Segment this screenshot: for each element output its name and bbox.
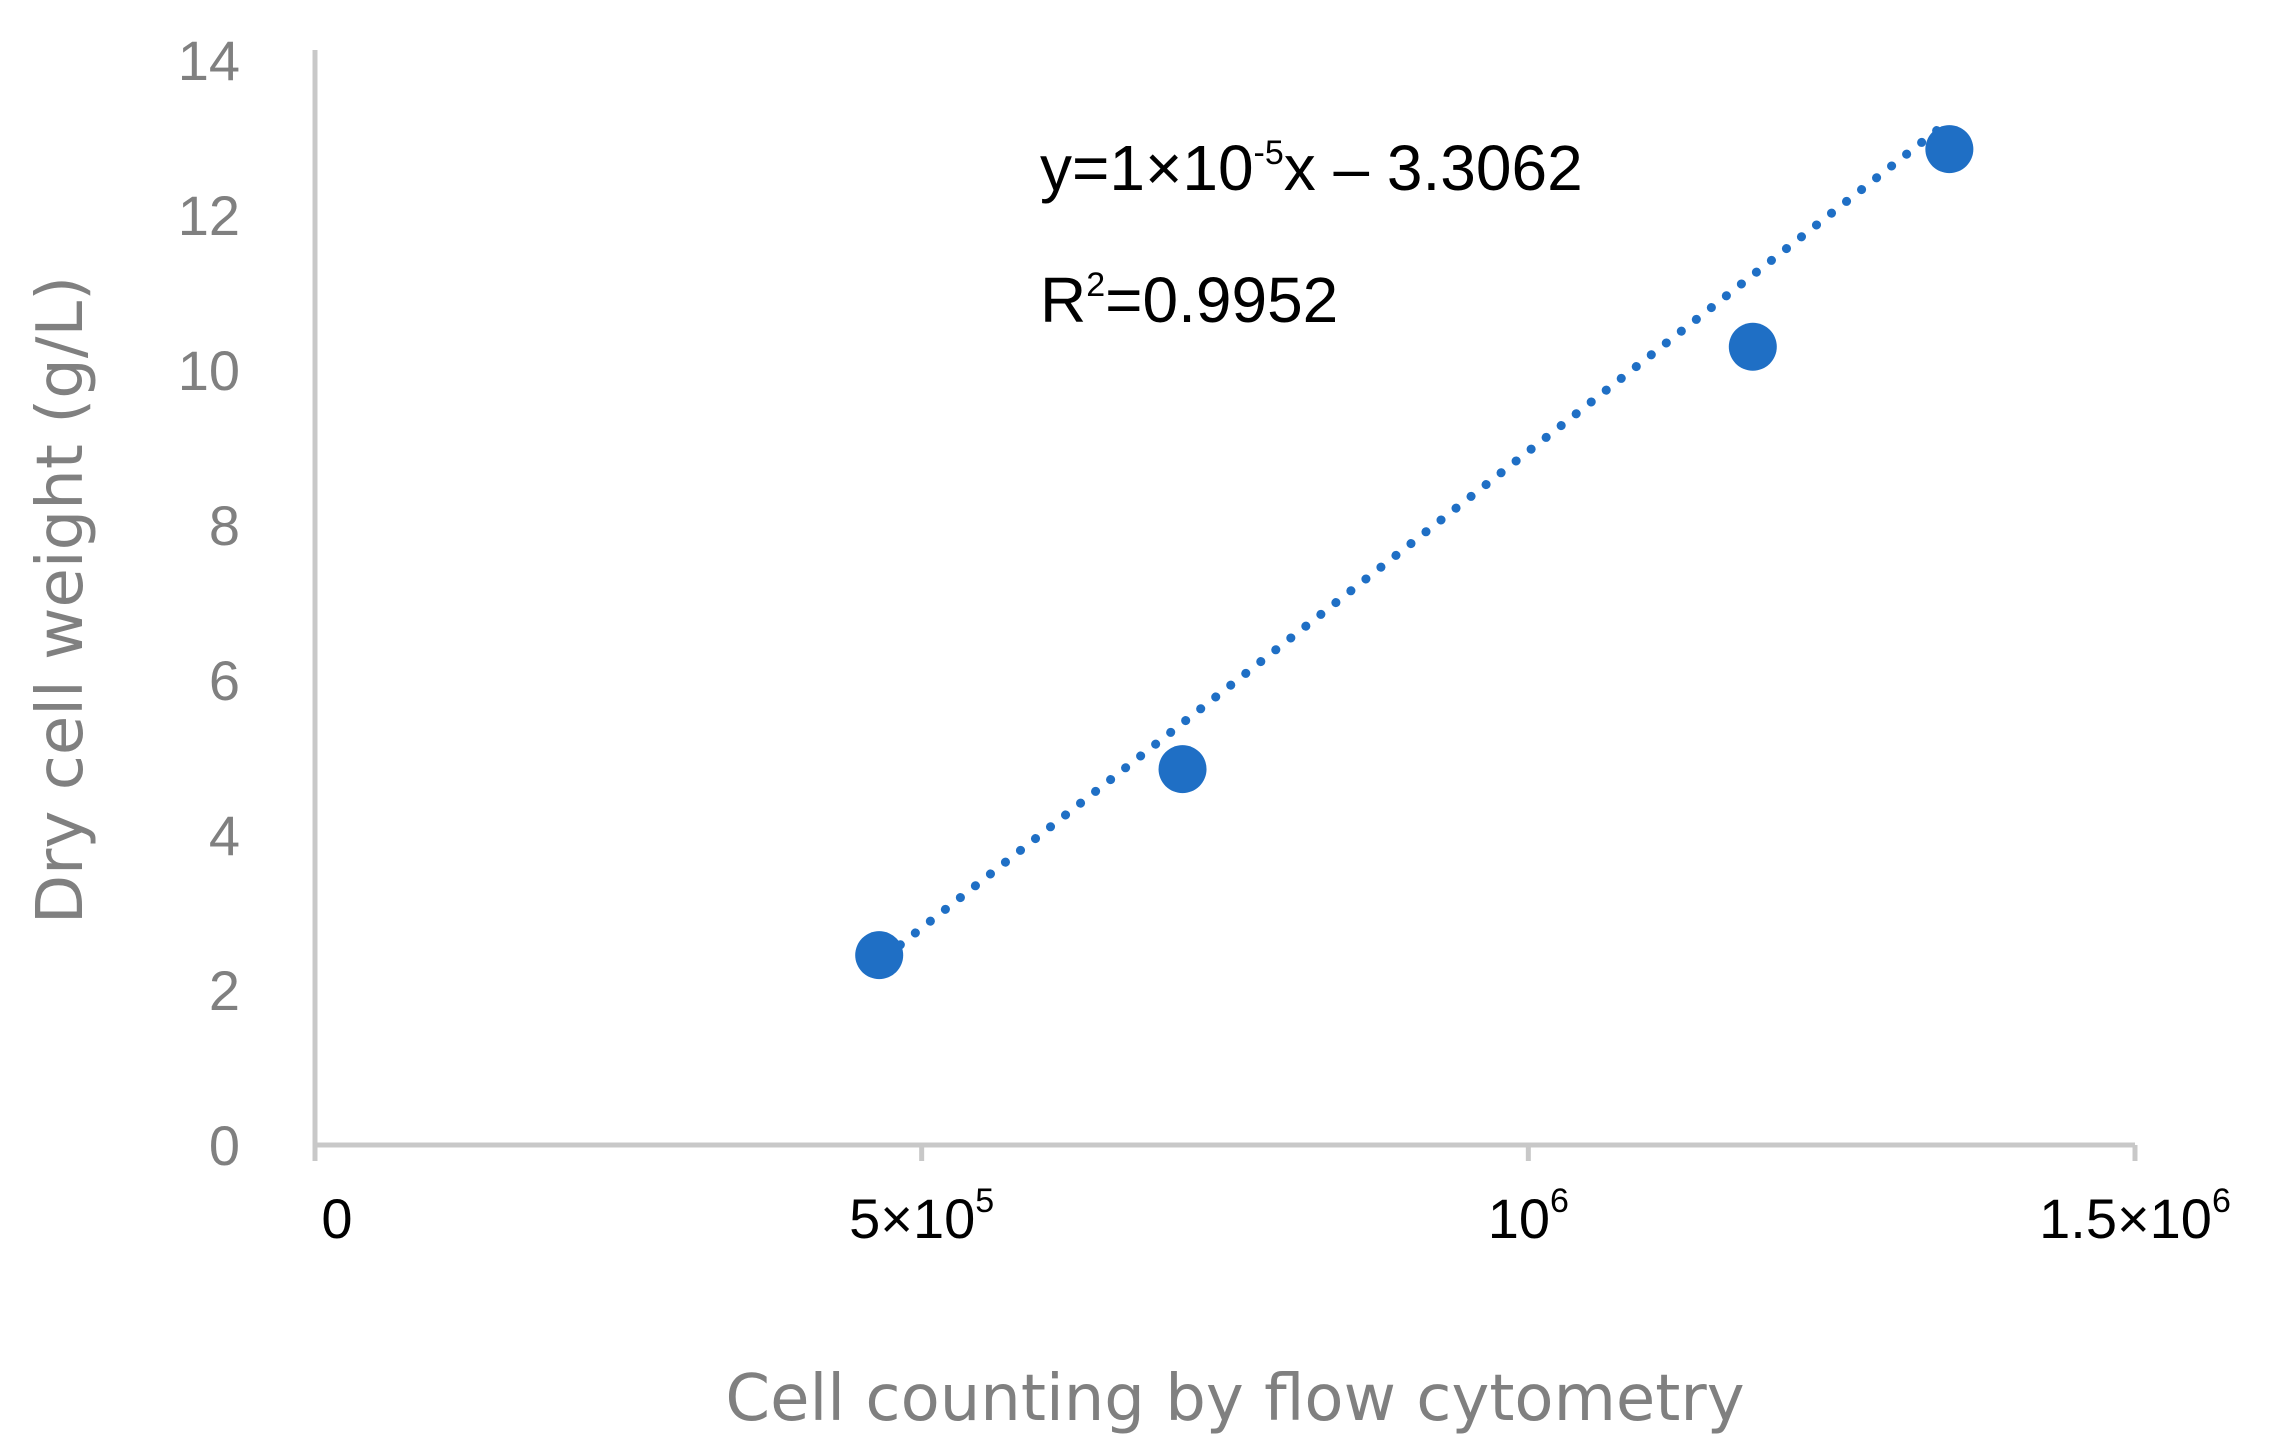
data-point (1158, 745, 1207, 794)
x-tick-label: 106 (1488, 1182, 1569, 1250)
r2-exponent: 2 (1086, 266, 1105, 304)
x-tick-base: 1.5×10 (2039, 1187, 2212, 1250)
r2-prefix: R (1040, 264, 1086, 336)
x-tick-base: 5×10 (849, 1187, 975, 1250)
x-tick-label: 5×105 (849, 1182, 994, 1250)
y-tick-labels: 0 2 4 6 8 10 12 14 (178, 29, 240, 1177)
x-tick-label: 0 (321, 1187, 352, 1250)
x-axis-label: Cell counting by flow cytometry (725, 1362, 1744, 1436)
regression-equation: y=1×10-5x – 3.3062 (1040, 132, 1583, 204)
equation-exponent: -5 (1254, 134, 1284, 172)
x-tick-marks (312, 1145, 2138, 1161)
y-tick-label: 8 (209, 494, 240, 557)
x-tick-exponent: 6 (1550, 1182, 1569, 1220)
r-squared-label: R2=0.9952 (1040, 264, 1338, 336)
data-point (1925, 125, 1974, 174)
y-axis-label: Dry cell weight (g/L) (24, 276, 98, 924)
x-tick-labels: 0 5×105 106 1.5×106 (321, 1182, 2230, 1250)
y-tick-label: 14 (178, 29, 240, 92)
y-tick-label: 0 (209, 1114, 240, 1177)
y-tick-label: 4 (209, 804, 240, 867)
data-point (855, 931, 904, 980)
r2-suffix: =0.9952 (1105, 264, 1338, 336)
y-tick-label: 10 (178, 339, 240, 402)
x-tick-label: 1.5×106 (2039, 1182, 2231, 1250)
equation-prefix: y=1×10 (1040, 132, 1254, 204)
trendline (880, 118, 1952, 962)
y-tick-label: 2 (209, 959, 240, 1022)
equation-suffix: x – 3.3062 (1284, 132, 1583, 204)
x-tick-exponent: 6 (2212, 1182, 2231, 1220)
data-points (855, 125, 1974, 980)
y-tick-label: 12 (178, 184, 240, 247)
x-tick-base: 0 (321, 1187, 352, 1250)
x-tick-base: 10 (1488, 1187, 1550, 1250)
data-point (1728, 322, 1777, 371)
y-tick-label: 6 (209, 649, 240, 712)
trendline-path (880, 118, 1952, 962)
x-tick-exponent: 5 (975, 1182, 994, 1220)
